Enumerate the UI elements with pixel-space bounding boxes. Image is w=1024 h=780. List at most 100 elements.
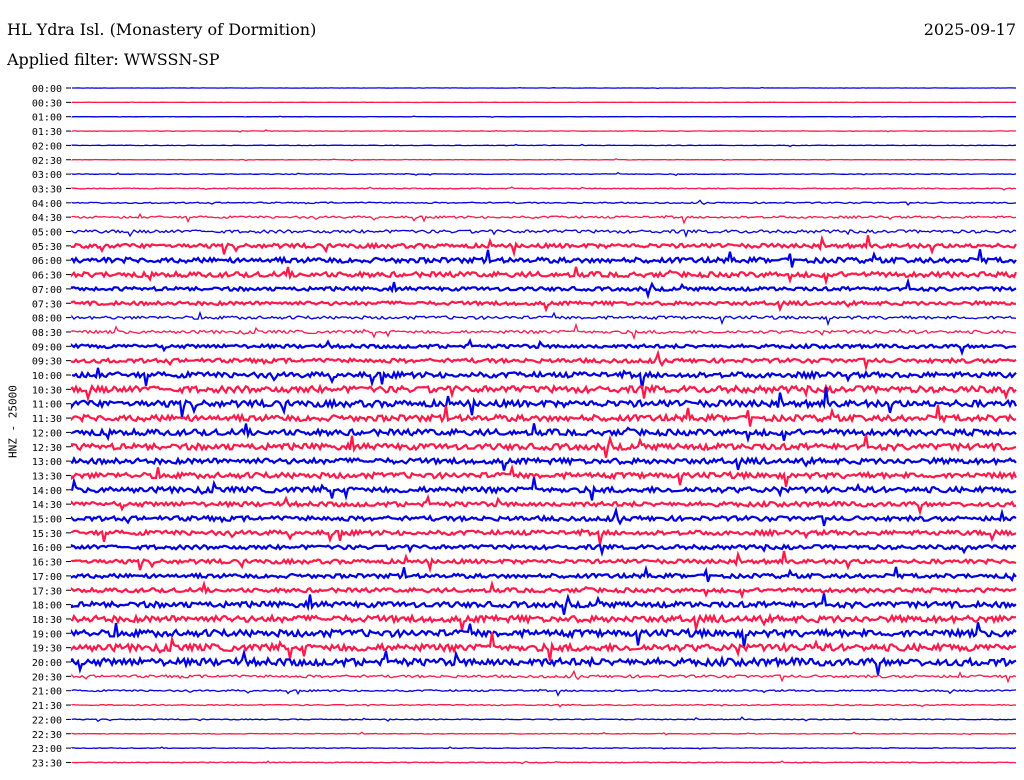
row-time-label: 14:00 [32,486,62,497]
row-time-label: 14:30 [32,500,62,511]
row-time-label: 00:30 [32,98,62,109]
trace-line [71,716,1017,723]
row-time-label: 12:00 [32,428,62,439]
row-time-label: 04:00 [32,199,62,210]
row-time-label: 22:30 [32,730,62,741]
trace-line [71,101,1016,104]
row-time-label: 19:30 [32,644,62,655]
row-time-label: 02:30 [32,156,62,167]
trace-line [70,632,1017,662]
row-time-label: 15:30 [32,529,62,540]
trace-line [71,367,1017,390]
trace-line [70,463,1017,487]
trace-line [70,506,1017,527]
trace-line [70,383,1017,403]
row-time-label: 09:00 [32,342,62,353]
trace-line [71,115,1017,118]
trace-line [71,171,1017,177]
row-time-label: 16:30 [32,558,62,569]
trace-line [70,593,1017,615]
trace-line [70,493,1017,517]
row-time-label: 17:30 [32,586,62,597]
trace-line [70,277,1017,300]
row-time-label: 22:00 [32,715,62,726]
row-time-label: 13:00 [32,457,62,468]
trace-line [70,266,1018,286]
row-time-label: 08:30 [32,328,62,339]
trace-line [70,434,1017,458]
row-time-label: 23:30 [32,758,62,769]
row-time-label: 06:30 [32,271,62,282]
trace-line [71,199,1017,207]
trace-line [70,249,1017,268]
row-time-label: 20:30 [32,672,62,683]
row-time-label: 16:00 [32,543,62,554]
row-time-label: 18:00 [32,601,62,612]
trace-line [70,476,1017,501]
row-time-label: 20:00 [32,658,62,669]
trace-line [71,322,1017,341]
row-time-label: 10:00 [32,371,62,382]
row-time-label: 09:30 [32,357,62,368]
trace-line [71,143,1017,148]
trace-line [71,228,1017,238]
trace-line [70,648,1017,675]
row-time-label: 08:00 [32,314,62,325]
row-time-label: 13:30 [32,471,62,482]
trace-line [72,86,1016,90]
trace-line [70,543,1017,558]
trace-line [70,528,1017,545]
record-date: 2025-09-17 [923,20,1016,39]
row-time-label: 11:00 [32,400,62,411]
row-time-label: 17:00 [32,572,62,583]
row-time-label: 21:00 [32,687,62,698]
row-time-label: 18:30 [32,615,62,626]
row-time-label: 06:00 [32,256,62,267]
trace-line [71,310,1017,327]
row-time-label: 07:30 [32,299,62,310]
trace-line [70,579,1017,600]
row-time-label: 12:30 [32,443,62,454]
row-time-label: 01:30 [32,127,62,138]
row-time-label: 07:00 [32,285,62,296]
row-time-label: 19:00 [32,629,62,640]
trace-line [70,349,1017,372]
trace-line [70,387,1018,418]
row-time-label: 10:30 [32,385,62,396]
trace-line [70,405,1017,427]
row-time-label: 05:30 [32,242,62,253]
trace-line [70,423,1017,444]
trace-line [70,299,1017,313]
trace-line [71,703,1017,708]
trace-line [70,234,1017,258]
trace-line [71,186,1017,191]
trace-line [70,564,1017,583]
row-time-label: 03:30 [32,184,62,195]
row-time-label: 01:00 [32,113,62,124]
trace-line [70,622,1017,648]
trace-line [70,612,1017,631]
row-time-label: 00:00 [32,84,62,95]
trace-line [71,158,1016,162]
row-time-label: 23:00 [32,744,62,755]
row-time-label: 05:00 [32,228,62,239]
row-time-label: 02:00 [32,141,62,152]
row-time-label: 11:30 [32,414,62,425]
row-time-label: 04:30 [32,213,62,224]
trace-line [70,455,1017,471]
filter-label: Applied filter: WWSSN-SP [7,50,220,69]
trace-line [71,731,1017,736]
trace-line [71,688,1017,697]
trace-line [71,129,1017,133]
row-time-label: 15:00 [32,515,62,526]
station-title: HL Ydra Isl. (Monastery of Dormition) [7,20,317,39]
trace-line [71,212,1017,225]
trace-line [70,337,1017,356]
row-time-label: 21:30 [32,701,62,712]
trace-line [71,746,1017,750]
trace-line [71,760,1017,765]
row-time-label: 03:00 [32,170,62,181]
trace-line [70,550,1017,574]
trace-line [71,669,1017,684]
